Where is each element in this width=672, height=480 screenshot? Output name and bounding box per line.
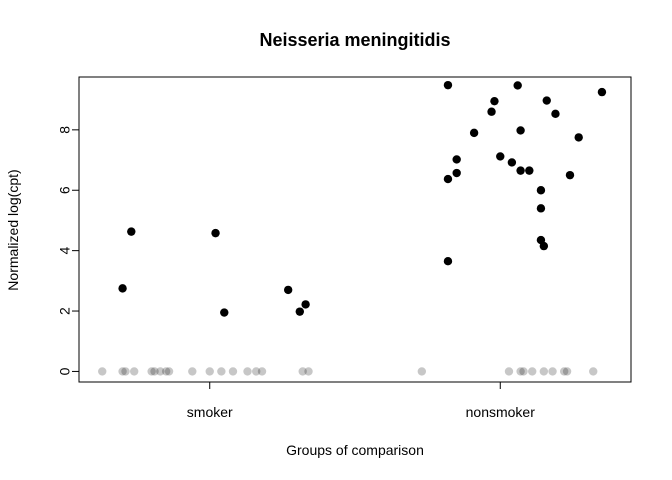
zero-data-point	[304, 367, 313, 376]
x-axis: smoker nonsmoker	[187, 382, 535, 420]
data-point	[496, 152, 505, 161]
data-point	[574, 133, 583, 142]
data-point	[507, 158, 517, 167]
y-axis-label: Normalized log(cpt)	[5, 169, 21, 290]
zero-data-point	[147, 367, 156, 376]
zero-data-point	[417, 367, 427, 376]
zero-data-point	[161, 367, 171, 376]
zero-data-point	[548, 367, 557, 376]
data-point	[127, 227, 136, 236]
zero-data-point	[121, 367, 130, 376]
data-point	[536, 204, 546, 213]
y-tick-label: 4	[57, 247, 73, 255]
data-point	[443, 174, 453, 184]
zero-data-point	[559, 367, 569, 376]
data-point	[490, 96, 499, 106]
data-point	[487, 107, 496, 116]
data-point	[516, 126, 525, 135]
x-axis-label: Groups of comparison	[286, 442, 424, 458]
data-point	[283, 285, 293, 295]
zero-data-point	[562, 367, 572, 376]
zero-data-point	[217, 367, 226, 376]
data-point	[565, 170, 575, 180]
data-point	[539, 241, 549, 251]
plot-frame	[78, 76, 632, 383]
zero-data-point	[252, 367, 261, 376]
y-tick-label: 2	[57, 307, 73, 315]
chart-title: Neisseria meningitidis	[259, 30, 450, 50]
data-point	[513, 81, 522, 90]
data-point	[452, 168, 461, 178]
zero-data-point	[118, 367, 127, 376]
data-point	[551, 109, 560, 119]
zero-data-point	[150, 367, 159, 376]
data-point	[220, 308, 229, 317]
data-point	[525, 166, 534, 175]
data-point	[443, 80, 453, 90]
data-point	[211, 228, 220, 238]
y-tick-label: 6	[57, 186, 73, 194]
zero-data-point	[98, 367, 107, 376]
zero-data-point	[539, 367, 549, 376]
zero-data-point	[516, 367, 525, 376]
zero-data-point	[188, 367, 197, 376]
zero-data-point	[528, 367, 537, 376]
data-point	[443, 257, 453, 266]
y-tick-label: 0	[57, 367, 73, 375]
zero-data-point	[298, 367, 307, 376]
x-tick-label: nonsmoker	[466, 404, 536, 420]
zero-data-point	[156, 367, 165, 376]
data-point	[597, 87, 607, 97]
data-point	[118, 284, 127, 293]
data-point	[469, 128, 479, 138]
y-tick-label: 8	[57, 126, 73, 134]
zero-data-point	[130, 367, 139, 376]
data-point	[301, 300, 310, 309]
zero-data-point	[243, 367, 252, 376]
data-point	[295, 307, 304, 316]
data-point	[516, 166, 525, 175]
zero-data-point	[205, 367, 214, 376]
zero-data-point	[504, 367, 514, 376]
zero-data-point	[257, 367, 267, 376]
zero-data-point	[519, 367, 528, 376]
zero-data-point	[164, 367, 174, 376]
x-tick-label: smoker	[187, 404, 233, 420]
zero-data-point	[589, 367, 598, 376]
y-axis: 0 2 4 6 8	[57, 126, 79, 375]
data-point	[536, 186, 546, 195]
data-points	[98, 80, 607, 376]
data-point	[542, 96, 551, 105]
data-point	[452, 155, 461, 164]
zero-data-point	[228, 367, 238, 376]
